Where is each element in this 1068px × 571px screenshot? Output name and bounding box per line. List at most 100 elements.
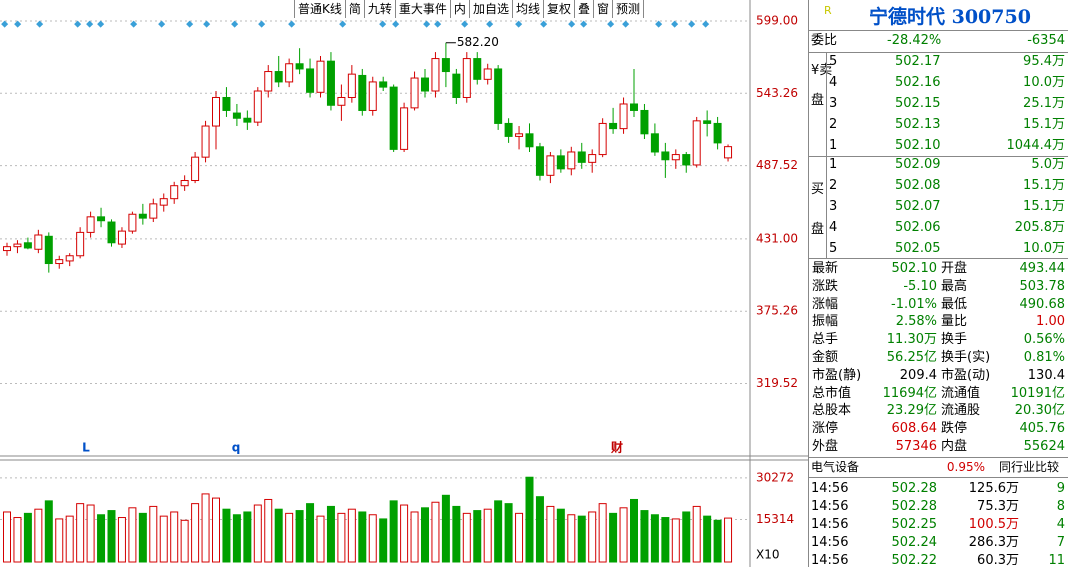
- cell: 0.95%: [946, 460, 985, 474]
- candle-body: [86, 216, 95, 233]
- candle-body: [201, 125, 210, 158]
- cell: 15.1万: [1023, 178, 1065, 193]
- cell: 涨幅: [812, 296, 839, 312]
- volume-bar: [410, 511, 419, 563]
- toolbar-button[interactable]: 窗: [594, 0, 614, 18]
- toolbar-button[interactable]: 复权: [544, 0, 575, 18]
- event-diamond: [461, 20, 469, 28]
- trade-row: 14:56 502.24 286.3万 7: [809, 533, 1068, 553]
- toolbar-button[interactable]: 九转: [365, 0, 396, 18]
- volume-bar: [619, 507, 628, 563]
- cell: 5: [829, 54, 838, 69]
- cell: 502.28: [891, 481, 938, 496]
- cell: 502.24: [891, 535, 938, 550]
- cell: 1: [829, 138, 838, 153]
- cell: 493.44: [1019, 261, 1066, 276]
- cell: 10191亿: [1010, 385, 1065, 401]
- event-marker: L: [82, 441, 90, 455]
- cell: 2: [829, 178, 838, 193]
- candle-body: [546, 155, 555, 176]
- toolbar-button[interactable]: 简: [346, 0, 365, 18]
- event-diamond: [688, 20, 696, 28]
- event-diamond: [288, 20, 296, 28]
- cell: 502.28: [891, 499, 938, 514]
- candle-body: [264, 71, 273, 92]
- candle-body: [682, 154, 691, 166]
- event-diamond: [258, 20, 266, 28]
- bid-level: 1 502.09 5.0万: [809, 155, 1068, 175]
- cell: 100.5万: [968, 517, 1019, 532]
- toolbar-button[interactable]: 叠: [575, 0, 594, 18]
- candle-body: [347, 73, 356, 98]
- y-tick-label: 599.00: [756, 13, 798, 27]
- candle-body: [358, 74, 367, 111]
- cell: 换手: [941, 332, 968, 348]
- y-tick-label: 543.26: [756, 86, 798, 100]
- candle-body: [76, 231, 85, 257]
- cell: 8: [1056, 499, 1065, 514]
- high-label: 582.20: [457, 35, 499, 49]
- volume-bar: [546, 505, 555, 563]
- candle-body: [180, 180, 189, 187]
- candle-body: [149, 203, 158, 219]
- toolbar-button[interactable]: 加自选: [470, 0, 513, 18]
- event-diamond: [36, 20, 44, 28]
- trade-row: 14:56 502.22 60.3万 11: [809, 551, 1068, 571]
- volume-bar: [525, 476, 534, 563]
- volume-bar: [274, 508, 283, 563]
- stat-row: 外盘 57346 内盘 55624: [809, 437, 1068, 457]
- toolbar-button[interactable]: 预测: [613, 0, 645, 18]
- cell: 25.1万: [1023, 96, 1065, 111]
- cell: 最低: [941, 296, 968, 312]
- event-diamond: [580, 20, 588, 28]
- cell: 502.16: [895, 75, 941, 90]
- event-marker: 财: [610, 440, 623, 455]
- candle-body: [494, 68, 503, 124]
- candle-body: [650, 133, 659, 153]
- event-diamond: [540, 20, 548, 28]
- event-diamond: [568, 20, 576, 28]
- candle-body: [504, 122, 513, 137]
- stat-row: 涨跌 -5.10 最高 503.78: [809, 277, 1068, 297]
- candle-body: [661, 151, 670, 161]
- side-label: 买盘: [811, 182, 825, 237]
- y-tick-label: 15314: [756, 512, 794, 526]
- candle-body: [473, 58, 482, 80]
- cell: 最高: [941, 278, 968, 294]
- cell: 502.15: [895, 96, 941, 111]
- candle-body: [274, 71, 283, 83]
- candle-body: [515, 133, 524, 137]
- cell: 市盈(动): [941, 367, 991, 383]
- candle-body: [389, 86, 398, 150]
- volume-bar: [703, 515, 712, 563]
- toolbar-button[interactable]: 重大事件: [396, 0, 451, 18]
- candle-body: [598, 122, 607, 156]
- event-diamond: [379, 20, 387, 28]
- candle-body: [285, 63, 294, 83]
- volume-bar: [347, 508, 356, 563]
- event-diamond: [158, 20, 166, 28]
- candle-body: [34, 234, 43, 250]
- cell: 502.25: [891, 517, 938, 532]
- toolbar-button[interactable]: 内: [451, 0, 470, 18]
- candle-body: [316, 60, 325, 93]
- stock-title: 宁德时代 300750: [869, 6, 1031, 28]
- event-diamond: [622, 20, 630, 28]
- cell: 490.68: [1019, 296, 1066, 312]
- cell: 开盘: [941, 261, 968, 276]
- volume-bar: [13, 517, 22, 563]
- candle-body: [117, 230, 126, 245]
- volume-bar: [389, 500, 398, 563]
- candle-body: [525, 133, 534, 148]
- cell: 涨停: [812, 421, 839, 437]
- volume-bar: [577, 515, 586, 563]
- toolbar-button[interactable]: 均线: [513, 0, 544, 18]
- cell: 14:56: [811, 535, 849, 550]
- ask-level: 5 502.17 95.4万: [809, 52, 1068, 72]
- toolbar-button[interactable]: 普通K线: [295, 0, 346, 18]
- cell: 1.00: [1036, 314, 1065, 330]
- candle-body: [138, 213, 147, 219]
- stat-row: 涨停 608.64 跌停 405.76: [809, 419, 1068, 439]
- event-diamond: [97, 20, 105, 28]
- cell: 205.8万: [1014, 220, 1065, 235]
